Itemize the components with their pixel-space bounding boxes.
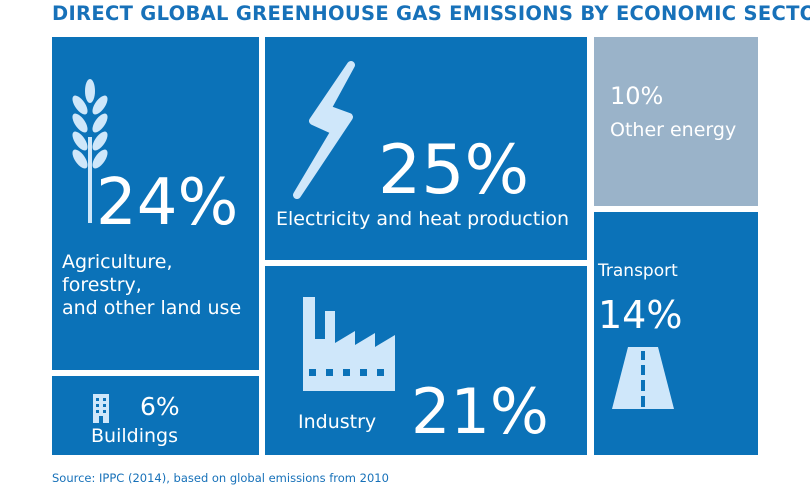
tile-transport: Transport 14% (594, 212, 758, 455)
tile-agriculture: 24% Agriculture, forestry, and other lan… (52, 37, 259, 370)
industry-percent: 21% (411, 375, 549, 448)
tile-other-energy: 10% Other energy (594, 37, 758, 206)
transport-percent: 14% (598, 293, 683, 337)
other-energy-percent: 10% (610, 82, 664, 110)
agriculture-label-line: Agriculture, (62, 251, 173, 273)
agriculture-label-line: and other land use (62, 296, 242, 319)
buildings-percent: 6% (140, 392, 180, 421)
electricity-percent: 25% (378, 131, 530, 210)
tile-buildings: 6% Buildings (52, 376, 259, 455)
wheat-icon (72, 79, 108, 223)
tile-electricity: 25% Electricity and heat production (265, 37, 587, 260)
chart-title: DIRECT GLOBAL GREENHOUSE GAS EMISSIONS B… (52, 2, 810, 25)
buildings-label: Buildings (91, 425, 178, 447)
building-icon (93, 394, 109, 423)
factory-icon (303, 297, 395, 391)
industry-label: Industry (298, 411, 377, 433)
tile-industry: Industry 21% (265, 266, 587, 455)
electricity-label: Electricity and heat production (276, 208, 570, 230)
agriculture-percent: 24% (96, 166, 239, 240)
source-note: Source: IPPC (2014), based on global emi… (52, 471, 389, 485)
road-icon (612, 347, 674, 409)
agriculture-label: Agriculture, forestry, and other land us… (62, 251, 241, 319)
other-energy-label: Other energy (610, 119, 737, 141)
agriculture-label-line: forestry, (62, 273, 142, 296)
transport-label: Transport (598, 261, 678, 281)
lightning-icon (293, 61, 355, 199)
